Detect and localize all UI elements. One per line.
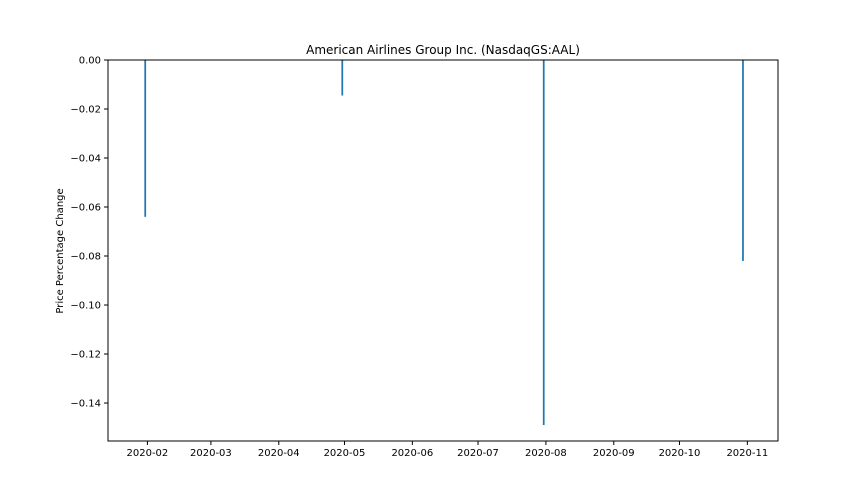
x-tick-label: 2020-10 [659,448,701,459]
y-axis-label: Price Percentage Change [55,188,66,313]
bar [144,60,147,217]
y-tick-label: −0.02 [70,105,101,116]
x-tick-label: 2020-03 [190,448,232,459]
chart-title: American Airlines Group Inc. (NasdaqGS:A… [306,43,580,57]
y-tick-label: −0.12 [70,350,101,361]
y-axis: 0.00 −0.02 −0.04 −0.06 −0.08 −0.10 −0.12 −0.14 [70,56,108,410]
y-tick-label: −0.10 [70,301,101,312]
bar [341,60,344,96]
bar [542,60,545,426]
x-tick-label: 2020-04 [258,448,300,459]
y-tick-label: −0.14 [70,399,101,410]
y-tick-label: −0.08 [70,252,101,263]
bar [742,60,744,261]
x-tick-label: 2020-08 [525,448,567,459]
y-tick-label: −0.04 [70,154,101,165]
y-tick-label: −0.06 [70,203,101,214]
x-axis: 2020-02 2020-03 2020-04 2020-05 2020-06 2020-… [127,441,768,459]
x-tick-label: 2020-11 [726,448,768,459]
x-tick-label: 2020-07 [457,448,499,459]
x-tick-label: 2020-02 [127,448,169,459]
x-tick-label: 2020-05 [324,448,366,459]
y-tick-label: 0.00 [79,56,101,67]
x-tick-label: 2020-06 [391,448,433,459]
x-tick-label: 2020-09 [593,448,635,459]
bars [144,60,744,426]
plot-frame [107,59,779,442]
